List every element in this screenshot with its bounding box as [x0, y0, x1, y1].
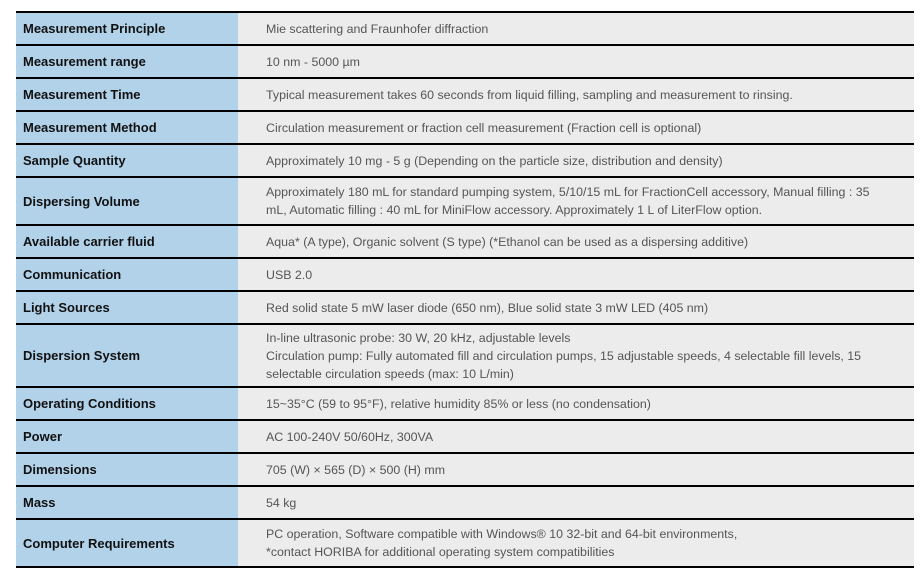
spec-value: Red solid state 5 mW laser diode (650 nm…: [238, 291, 914, 324]
spec-label: Available carrier fluid: [16, 225, 238, 258]
spec-value-line: Approximately 180 mL for standard pumpin…: [266, 185, 870, 199]
spec-value: Circulation measurement or fraction cell…: [238, 111, 914, 144]
spec-value-line: USB 2.0: [266, 267, 313, 282]
spec-value-line: selectable circulation speeds (max: 10 L…: [266, 366, 514, 381]
spec-value: Typical measurement takes 60 seconds fro…: [238, 78, 914, 111]
spec-value-line: Mie scattering and Fraunhofer diffractio…: [266, 21, 489, 36]
spec-row: Measurement range 10 nm - 5000 µm: [16, 45, 914, 78]
spec-value: PC operation, Software compatible with W…: [238, 519, 914, 567]
spec-value: 15~35°C (59 to 95°F), relative humidity …: [238, 387, 914, 420]
spec-row: Communication USB 2.0: [16, 258, 914, 291]
spec-value: Approximately 10 mg - 5 g (Depending on …: [238, 144, 914, 177]
spec-label: Mass: [16, 486, 238, 519]
spec-value-line: Red solid state 5 mW laser diode (650 nm…: [266, 300, 709, 315]
spec-row: Dimensions 705 (W) × 565 (D) × 500 (H) mm: [16, 453, 914, 486]
spec-label: Light Sources: [16, 291, 238, 324]
spec-value-line: Typical measurement takes 60 seconds fro…: [266, 87, 793, 102]
spec-label: Measurement Method: [16, 111, 238, 144]
spec-label: Measurement Principle: [16, 12, 238, 45]
spec-row: Dispersing Volume Approximately 180 mL fo…: [16, 177, 914, 225]
spec-value: 54 kg: [238, 486, 914, 519]
spec-row: Computer Requirements PC operation, Softw…: [16, 519, 914, 567]
spec-row: Light Sources Red solid state 5 mW laser …: [16, 291, 914, 324]
spec-value-line: PC operation, Software compatible with W…: [266, 527, 738, 541]
spec-label: Power: [16, 420, 238, 453]
spec-row: Dispersion System In-line ultrasonic prob…: [16, 324, 914, 387]
spec-value-line: Approximately 10 mg - 5 g (Depending on …: [266, 153, 723, 168]
spec-value: Mie scattering and Fraunhofer diffractio…: [238, 12, 914, 45]
spec-value-line: 705 (W) × 565 (D) × 500 (H) mm: [266, 462, 446, 477]
spec-row: Sample Quantity Approximately 10 mg - 5 g…: [16, 144, 914, 177]
spec-row: Power AC 100-240V 50/60Hz, 300VA: [16, 420, 914, 453]
spec-label: Dimensions: [16, 453, 238, 486]
spec-value-line: mL, Automatic filling : 40 mL for MiniFl…: [266, 203, 763, 217]
spec-label: Measurement range: [16, 45, 238, 78]
spec-value: Approximately 180 mL for standard pumpin…: [238, 177, 914, 225]
spec-value: USB 2.0: [238, 258, 914, 291]
spec-row: Available carrier fluid Aqua* (A type), O…: [16, 225, 914, 258]
spec-value-line: In-line ultrasonic probe: 30 W, 20 kHz, …: [266, 330, 571, 345]
spec-value-line: Circulation measurement or fraction cell…: [266, 120, 702, 135]
spec-row: Measurement Time Typical measurement take…: [16, 78, 914, 111]
spec-value-line: AC 100-240V 50/60Hz, 300VA: [266, 429, 434, 444]
spec-label: Communication: [16, 258, 238, 291]
spec-label: Dispersion System: [16, 324, 238, 387]
spec-label: Operating Conditions: [16, 387, 238, 420]
spec-row: Mass 54 kg: [16, 486, 914, 519]
spec-row: Measurement Principle Mie scattering and …: [16, 12, 914, 45]
spec-value: In-line ultrasonic probe: 30 W, 20 kHz, …: [238, 324, 914, 387]
spec-label: Computer Requirements: [16, 519, 238, 567]
spec-value-line: Aqua* (A type), Organic solvent (S type)…: [266, 234, 749, 249]
spec-value: Aqua* (A type), Organic solvent (S type)…: [238, 225, 914, 258]
spec-value-line: 54 kg: [266, 495, 297, 510]
spec-value-line: Circulation pump: Fully automated fill a…: [266, 348, 862, 363]
specifications-table: Measurement Principle Mie scattering and …: [16, 11, 914, 568]
spec-label: Sample Quantity: [16, 144, 238, 177]
spec-value-line: 10 nm - 5000 µm: [266, 54, 360, 69]
spec-label: Dispersing Volume: [16, 177, 238, 225]
spec-value-line: *contact HORIBA for additional operating…: [266, 545, 615, 559]
spec-row: Measurement Method Circulation measuremen…: [16, 111, 914, 144]
specifications-body: Measurement Principle Mie scattering and …: [16, 12, 914, 567]
spec-value: 10 nm - 5000 µm: [238, 45, 914, 78]
spec-label: Measurement Time: [16, 78, 238, 111]
spec-value: AC 100-240V 50/60Hz, 300VA: [238, 420, 914, 453]
spec-value-line: 15~35°C (59 to 95°F), relative humidity …: [266, 396, 651, 411]
spec-row: Operating Conditions 15~35°C (59 to 95°F)…: [16, 387, 914, 420]
spec-value: 705 (W) × 565 (D) × 500 (H) mm: [238, 453, 914, 486]
